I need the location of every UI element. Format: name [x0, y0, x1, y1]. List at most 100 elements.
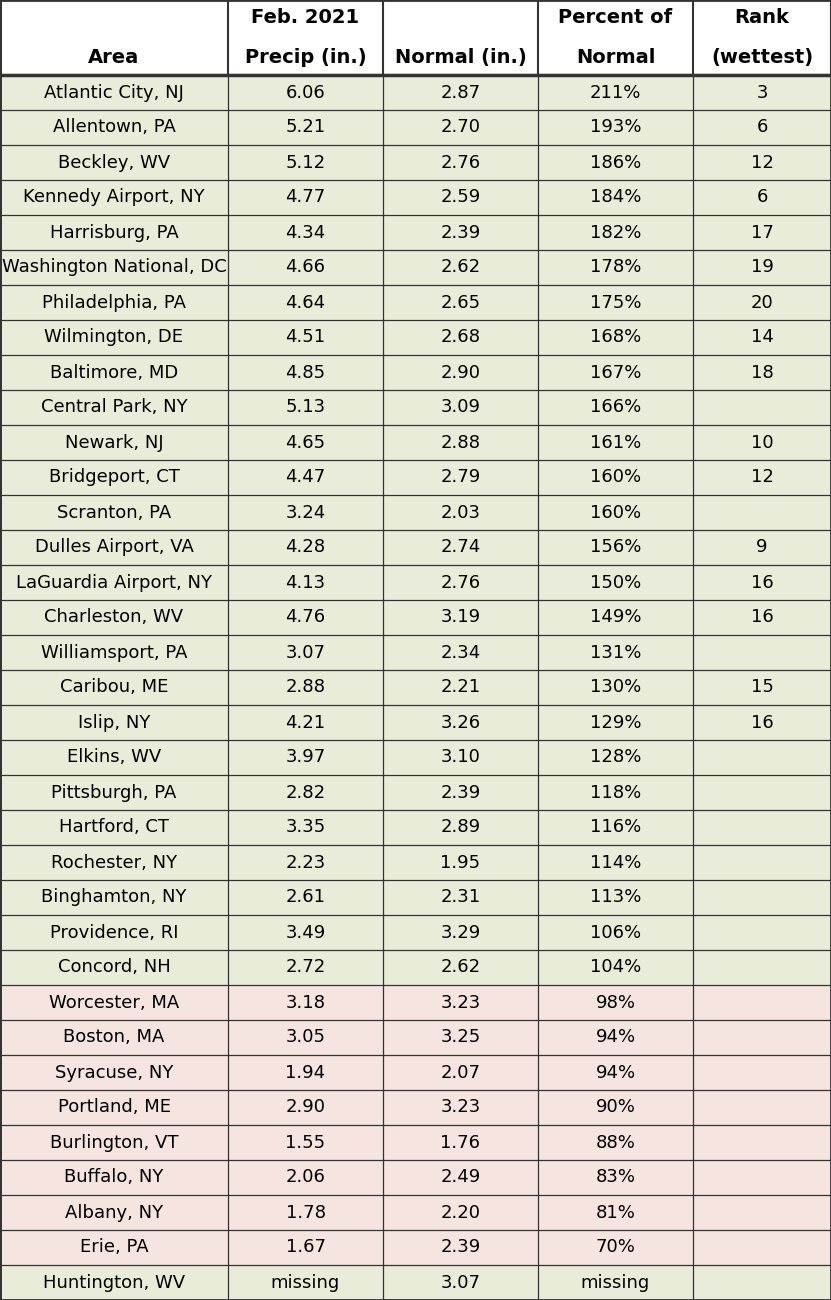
Bar: [0, 390, 831, 425]
Text: 2.68: 2.68: [440, 329, 480, 347]
Text: Kennedy Airport, NY: Kennedy Airport, NY: [23, 188, 204, 207]
Text: 4.13: 4.13: [285, 573, 326, 592]
Bar: [0, 670, 831, 705]
Bar: [0, 601, 831, 634]
Text: 12: 12: [750, 153, 774, 172]
Text: Rochester, NY: Rochester, NY: [51, 854, 177, 871]
Text: Area: Area: [88, 48, 140, 68]
Bar: [0, 1265, 831, 1300]
Bar: [0, 285, 831, 320]
Text: 131%: 131%: [590, 644, 642, 662]
Text: 2.88: 2.88: [440, 433, 480, 451]
Text: 16: 16: [750, 714, 774, 732]
Text: 2.59: 2.59: [440, 188, 480, 207]
Text: 2.03: 2.03: [440, 503, 480, 521]
Bar: [0, 810, 831, 845]
Text: 4.85: 4.85: [285, 364, 326, 381]
Text: 161%: 161%: [590, 433, 642, 451]
Bar: [0, 1020, 831, 1056]
Text: Albany, NY: Albany, NY: [65, 1204, 163, 1222]
Text: 5.12: 5.12: [285, 153, 326, 172]
Text: 113%: 113%: [590, 888, 642, 906]
Text: 104%: 104%: [590, 958, 642, 976]
Text: 94%: 94%: [596, 1028, 636, 1046]
Text: 5.13: 5.13: [285, 399, 326, 416]
Text: Burlington, VT: Burlington, VT: [50, 1134, 179, 1152]
Text: 4.66: 4.66: [286, 259, 326, 277]
Text: 2.39: 2.39: [440, 224, 480, 242]
Text: 128%: 128%: [590, 749, 642, 767]
Text: 106%: 106%: [590, 923, 641, 941]
Bar: [0, 880, 831, 915]
Text: 14: 14: [750, 329, 774, 347]
Text: 2.39: 2.39: [440, 784, 480, 802]
Bar: [0, 634, 831, 670]
Text: 3.49: 3.49: [285, 923, 326, 941]
Text: 4.34: 4.34: [285, 224, 326, 242]
Text: Bridgeport, CT: Bridgeport, CT: [48, 468, 179, 486]
Text: missing: missing: [271, 1274, 340, 1291]
Text: 3.07: 3.07: [440, 1274, 480, 1291]
Text: 182%: 182%: [590, 224, 642, 242]
Text: Williamsport, PA: Williamsport, PA: [41, 644, 187, 662]
Bar: [0, 1195, 831, 1230]
Bar: [0, 1089, 831, 1124]
Bar: [0, 75, 831, 110]
Text: 2.90: 2.90: [286, 1098, 326, 1117]
Text: Dulles Airport, VA: Dulles Airport, VA: [35, 538, 194, 556]
Text: 3: 3: [756, 83, 768, 101]
Bar: [0, 179, 831, 214]
Text: Worcester, MA: Worcester, MA: [49, 993, 179, 1011]
Text: 3.18: 3.18: [286, 993, 326, 1011]
Bar: [0, 214, 831, 250]
Text: 9: 9: [756, 538, 768, 556]
Text: 3.35: 3.35: [285, 819, 326, 836]
Text: 160%: 160%: [590, 468, 641, 486]
Text: 2.23: 2.23: [285, 854, 326, 871]
Text: 2.06: 2.06: [286, 1169, 326, 1187]
Bar: [0, 740, 831, 775]
Text: 184%: 184%: [590, 188, 642, 207]
Text: Syracuse, NY: Syracuse, NY: [55, 1063, 173, 1082]
Text: Buffalo, NY: Buffalo, NY: [64, 1169, 164, 1187]
Text: 3.10: 3.10: [440, 749, 480, 767]
Text: Huntington, WV: Huntington, WV: [43, 1274, 185, 1291]
Text: 2.76: 2.76: [440, 153, 480, 172]
Bar: [0, 495, 831, 530]
Text: Hartford, CT: Hartford, CT: [59, 819, 169, 836]
Text: 166%: 166%: [590, 399, 642, 416]
Text: 4.76: 4.76: [285, 608, 326, 627]
Text: Newark, NJ: Newark, NJ: [65, 433, 164, 451]
Bar: [0, 250, 831, 285]
Text: missing: missing: [581, 1274, 650, 1291]
Bar: [0, 111, 831, 146]
Text: 149%: 149%: [590, 608, 642, 627]
Text: 4.65: 4.65: [285, 433, 326, 451]
Text: Harrisburg, PA: Harrisburg, PA: [50, 224, 179, 242]
Text: 70%: 70%: [596, 1239, 636, 1257]
Text: 2.89: 2.89: [440, 819, 480, 836]
Bar: [0, 320, 831, 355]
Text: 3.23: 3.23: [440, 1098, 480, 1117]
Text: 3.19: 3.19: [440, 608, 480, 627]
Text: 3.26: 3.26: [440, 714, 480, 732]
Text: 20: 20: [750, 294, 774, 312]
Text: Atlantic City, NJ: Atlantic City, NJ: [44, 83, 184, 101]
Text: 3.07: 3.07: [286, 644, 326, 662]
Text: 1.55: 1.55: [285, 1134, 326, 1152]
Text: 1.76: 1.76: [440, 1134, 480, 1152]
Text: 17: 17: [750, 224, 774, 242]
Text: 2.70: 2.70: [440, 118, 480, 136]
Text: 3.29: 3.29: [440, 923, 480, 941]
Text: Precip (in.): Precip (in.): [244, 48, 366, 68]
Text: 2.20: 2.20: [440, 1204, 480, 1222]
Text: 2.62: 2.62: [440, 958, 480, 976]
Text: Normal: Normal: [576, 48, 655, 68]
Text: Charleston, WV: Charleston, WV: [44, 608, 184, 627]
Text: 130%: 130%: [590, 679, 642, 697]
Text: 3.25: 3.25: [440, 1028, 480, 1046]
Text: Rank: Rank: [735, 8, 789, 27]
Text: 211%: 211%: [590, 83, 642, 101]
Bar: [0, 1230, 831, 1265]
Text: 6: 6: [756, 118, 768, 136]
